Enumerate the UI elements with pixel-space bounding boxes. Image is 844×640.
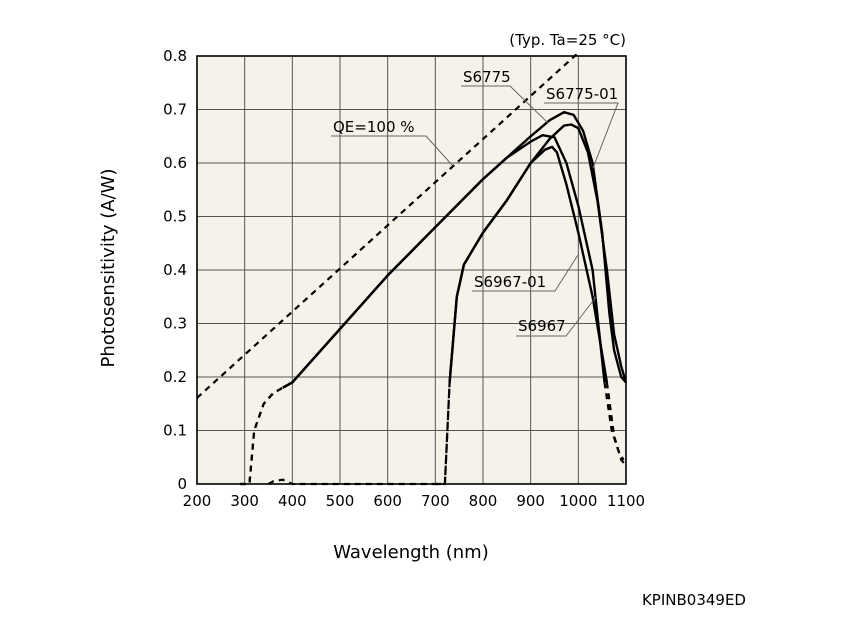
leader-s6775-01 (544, 102, 619, 169)
leader-s6775 (461, 85, 549, 124)
label-qe100: QE=100 % (333, 118, 415, 136)
label-s6775-01: S6775-01 (546, 85, 618, 103)
x-tick-label: 400 (278, 492, 307, 510)
y-tick-label: 0.2 (163, 368, 187, 386)
y-tick-label: 0.8 (163, 47, 187, 65)
series-s6967-line (282, 111, 627, 389)
x-tick-label: 800 (469, 492, 498, 510)
series-qe-100-line (196, 51, 580, 399)
y-tick-label: 0.5 (163, 208, 187, 226)
x-tick-label: 200 (183, 492, 212, 510)
series-s6775-01-dashed-tail (605, 382, 627, 467)
series-s6967-dashed-start (239, 386, 284, 486)
x-tick-label: 300 (230, 492, 259, 510)
leader-s6967 (516, 296, 597, 337)
x-tick-label: 700 (421, 492, 450, 510)
plot-frame (196, 55, 627, 485)
x-tick-label: 1100 (607, 492, 645, 510)
label-s6775: S6775 (463, 68, 511, 86)
series-s6967-01-line (448, 123, 628, 383)
leader-qe100 (331, 135, 453, 166)
y-axis-title: Photosensitivity (A/W) (98, 169, 119, 368)
y-tick-label: 0.7 (163, 101, 187, 119)
figure-code: KPINB0349ED (642, 591, 746, 609)
x-axis-title: Wavelength (nm) (333, 542, 489, 563)
x-tick-label: 500 (326, 492, 355, 510)
annotation-leaders (331, 85, 619, 337)
y-tick-label: 0.1 (163, 422, 187, 440)
condition-note: (Typ. Ta=25 °C) (509, 31, 626, 49)
y-tick-label: 0.4 (163, 261, 187, 279)
x-tick-label: 900 (516, 492, 545, 510)
leader-s6967-01 (472, 254, 579, 292)
label-s6967: S6967 (518, 317, 566, 335)
x-tick-label: 600 (373, 492, 402, 510)
tick-labels: 200 300 400 500 600 700 800 900 1000 1100 0 0.1 0.2 0… (163, 47, 645, 510)
series-group (196, 51, 628, 486)
y-tick-label: 0.3 (163, 315, 187, 333)
x-tick-label: 1000 (559, 492, 597, 510)
y-tick-label: 0.6 (163, 154, 187, 172)
y-tick-label: 0 (177, 475, 187, 493)
label-s6967-01: S6967-01 (474, 273, 546, 291)
